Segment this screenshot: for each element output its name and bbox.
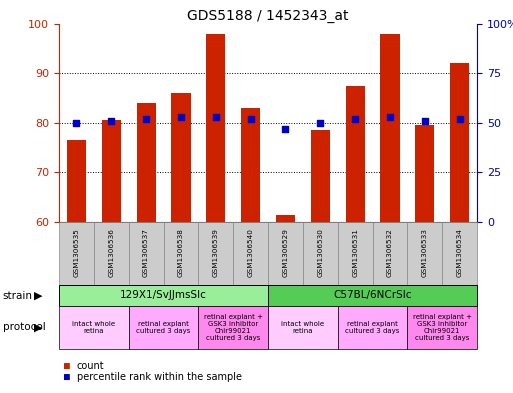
Text: ▶: ▶ [34,290,43,301]
Bar [311,130,330,222]
Title: GDS5188 / 1452343_at: GDS5188 / 1452343_at [187,9,349,22]
Bar [442,222,477,285]
Point [281,126,289,132]
Bar [59,306,129,349]
Bar [407,222,442,285]
Bar [338,222,372,285]
Bar [450,63,469,222]
Text: GSM1306539: GSM1306539 [213,228,219,277]
Bar [129,222,164,285]
Bar [303,222,338,285]
Text: percentile rank within the sample: percentile rank within the sample [77,372,242,382]
Text: ▶: ▶ [34,322,43,332]
Point [107,118,115,124]
Text: GSM1306540: GSM1306540 [248,228,253,277]
Text: protocol: protocol [3,322,45,332]
Bar [206,33,225,222]
Bar [346,86,365,222]
Point [316,119,324,126]
Point [351,116,359,122]
Text: GSM1306533: GSM1306533 [422,228,428,277]
Text: strain: strain [3,290,32,301]
Text: GSM1306537: GSM1306537 [143,228,149,277]
Text: intact whole
retina: intact whole retina [281,321,324,334]
Text: GSM1306535: GSM1306535 [73,228,80,277]
Bar [338,306,407,349]
Text: GSM1306538: GSM1306538 [178,228,184,277]
Text: GSM1306529: GSM1306529 [283,228,288,277]
Bar [67,140,86,222]
Text: ■: ■ [64,361,70,371]
Text: ■: ■ [64,372,70,382]
Text: count: count [77,361,105,371]
Point [177,114,185,120]
Bar [268,222,303,285]
Text: GSM1306532: GSM1306532 [387,228,393,277]
Text: retinal explant
cultured 3 days: retinal explant cultured 3 days [136,321,191,334]
Bar [59,285,268,306]
Bar [276,215,295,222]
Text: retinal explant +
GSK3 inhibitor
Chir99021
cultured 3 days: retinal explant + GSK3 inhibitor Chir990… [413,314,472,341]
Bar [241,108,260,222]
Bar [233,222,268,285]
Point [212,114,220,120]
Text: retinal explant +
GSK3 inhibitor
Chir99021
cultured 3 days: retinal explant + GSK3 inhibitor Chir990… [204,314,263,341]
Bar [268,285,477,306]
Text: 129X1/SvJJmsSlc: 129X1/SvJJmsSlc [120,290,207,300]
Text: intact whole
retina: intact whole retina [72,321,115,334]
Bar [199,222,233,285]
Bar [415,125,435,222]
Text: GSM1306530: GSM1306530 [318,228,323,277]
Bar [102,120,121,222]
Bar [407,306,477,349]
Bar [164,222,199,285]
Bar [381,33,400,222]
Bar [268,306,338,349]
Text: retinal explant
cultured 3 days: retinal explant cultured 3 days [345,321,400,334]
Text: GSM1306531: GSM1306531 [352,228,358,277]
Bar [94,222,129,285]
Bar [129,306,199,349]
Point [247,116,255,122]
Text: GSM1306536: GSM1306536 [108,228,114,277]
Bar [199,306,268,349]
Text: GSM1306534: GSM1306534 [457,228,463,277]
Point [386,114,394,120]
Point [72,119,81,126]
Point [421,118,429,124]
Point [456,116,464,122]
Bar [372,222,407,285]
Point [142,116,150,122]
Bar [59,222,94,285]
Bar [171,93,190,222]
Text: C57BL/6NCrSlc: C57BL/6NCrSlc [333,290,412,300]
Bar [136,103,155,222]
